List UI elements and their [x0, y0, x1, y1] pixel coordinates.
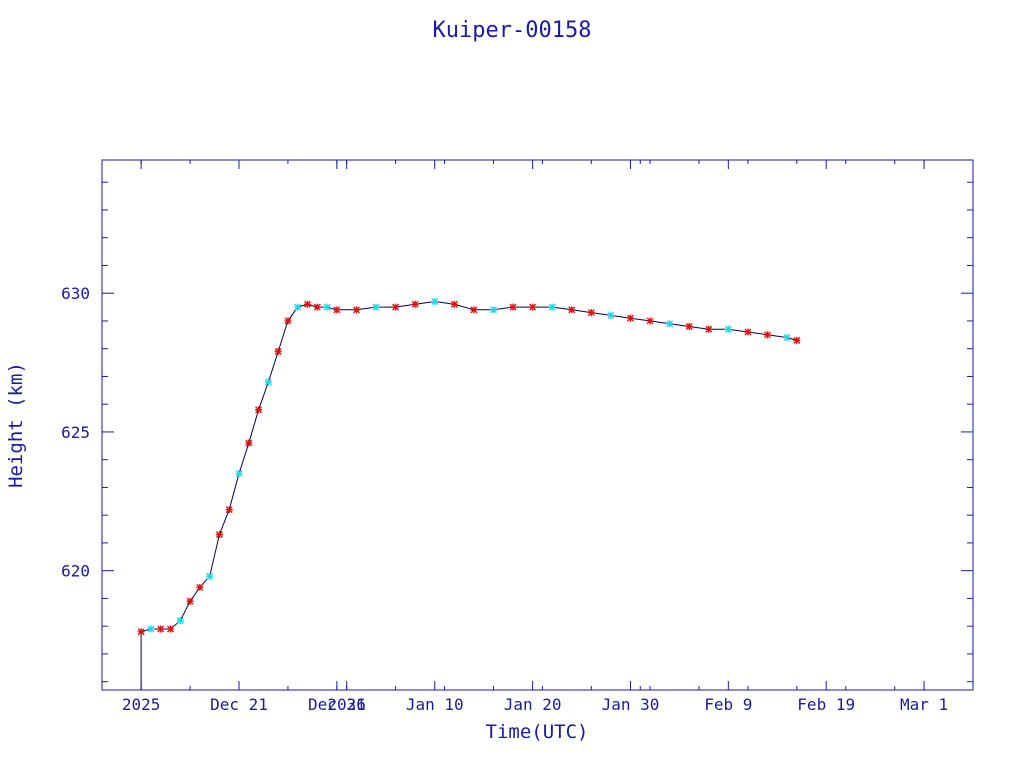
x-tick-label: Jan 30 — [602, 695, 660, 714]
data-point — [186, 597, 194, 605]
x-tick-label: Dec 31 — [308, 695, 366, 714]
data-point — [147, 625, 155, 633]
x-tick-label: Feb 19 — [797, 695, 855, 714]
data-point — [352, 306, 360, 314]
data-point — [157, 625, 165, 633]
data-point — [411, 300, 419, 308]
chart-title: Kuiper-00158 — [433, 18, 592, 43]
data-point — [294, 303, 302, 311]
data-layer — [137, 298, 801, 690]
x-tick-label: Dec 21 — [210, 695, 268, 714]
plot-frame — [101, 159, 974, 691]
x-tick-label: Mar 1 — [900, 695, 948, 714]
data-point — [685, 322, 693, 330]
y-tick-label: 625 — [61, 423, 90, 442]
data-point — [470, 306, 478, 314]
data-point — [783, 334, 791, 342]
data-point — [793, 336, 801, 344]
data-point — [529, 303, 537, 311]
data-point — [323, 303, 331, 311]
x-tick-label: 2025 — [122, 695, 161, 714]
x-axis-label: Time(UTC) — [486, 721, 589, 743]
data-point — [431, 298, 439, 306]
data-point — [372, 303, 380, 311]
data-point — [587, 309, 595, 317]
data-point — [304, 300, 312, 308]
y-axis-label: Height (km) — [5, 362, 27, 488]
y-tick-label: 630 — [61, 284, 90, 303]
x-tick-label: Feb 9 — [704, 695, 752, 714]
data-point — [245, 439, 253, 447]
data-point — [167, 625, 175, 633]
data-point — [489, 306, 497, 314]
y-tick-label: 620 — [61, 562, 90, 581]
x-tick-label: 2026 — [327, 695, 366, 714]
data-point — [137, 628, 145, 636]
data-point — [264, 378, 272, 386]
data-point — [763, 331, 771, 339]
data-point — [255, 406, 263, 414]
x-tick-label: Jan 10 — [406, 695, 464, 714]
x-tick-label: Jan 20 — [504, 695, 562, 714]
data-point — [568, 306, 576, 314]
data-point — [196, 583, 204, 591]
data-point — [705, 325, 713, 333]
data-point — [450, 300, 458, 308]
data-point — [626, 314, 634, 322]
data-point — [333, 306, 341, 314]
data-point — [235, 470, 243, 478]
data-point — [646, 317, 654, 325]
data-point — [392, 303, 400, 311]
data-point — [548, 303, 556, 311]
data-point — [509, 303, 517, 311]
data-point — [176, 617, 184, 625]
data-point — [607, 311, 615, 319]
data-point — [666, 320, 674, 328]
series-line — [140, 300, 797, 690]
data-point — [724, 325, 732, 333]
data-point — [215, 531, 223, 539]
data-point — [313, 303, 321, 311]
data-point — [744, 328, 752, 336]
data-point — [225, 506, 233, 514]
data-point — [284, 317, 292, 325]
data-point — [274, 347, 282, 355]
data-point — [206, 572, 214, 580]
